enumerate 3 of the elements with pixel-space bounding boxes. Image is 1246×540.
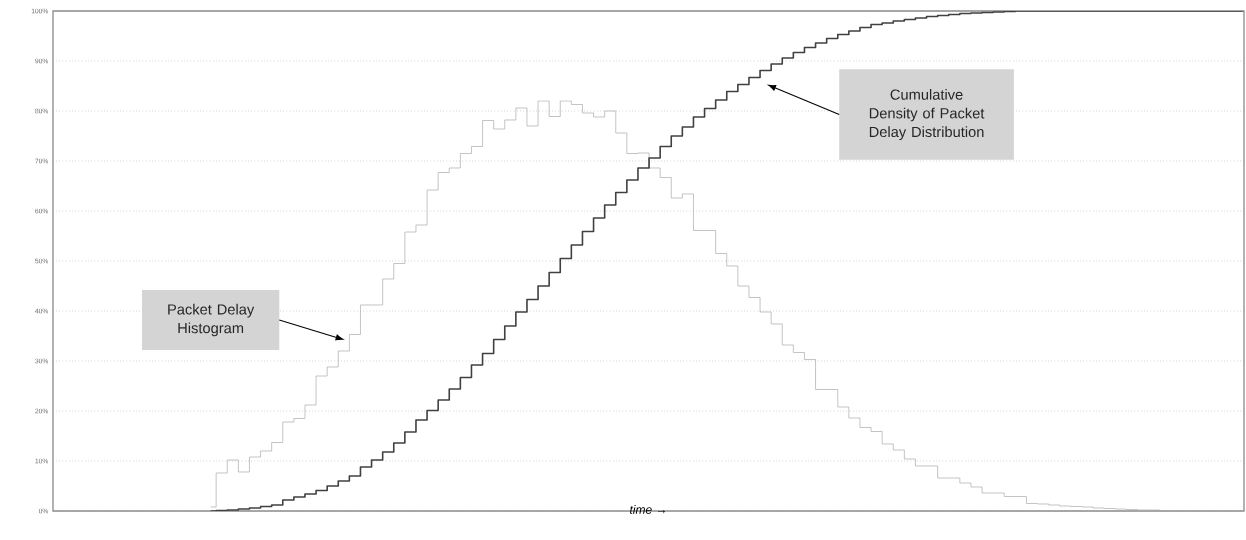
annotation: Cumulative Density of Packet Delay Distribution	[869, 89, 985, 140]
x-axis-title: time →	[630, 505, 666, 514]
annotation: Packet Delay Histogram	[168, 303, 255, 337]
